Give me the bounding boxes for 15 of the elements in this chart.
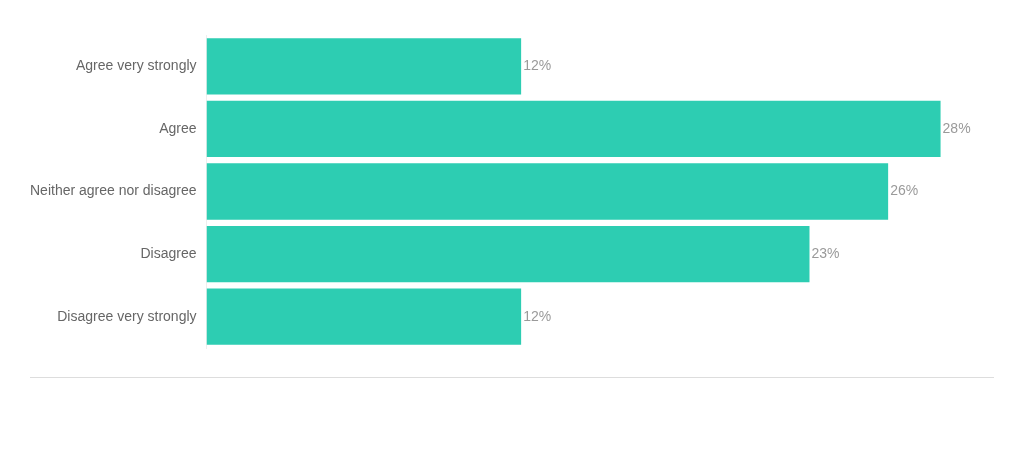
bar xyxy=(206,163,889,220)
bar xyxy=(206,100,941,158)
bar xyxy=(206,288,522,345)
y-tick-label: Agree xyxy=(159,119,197,136)
y-tick-label: Disagree xyxy=(140,244,197,261)
y-tick-label: Agree very strongly xyxy=(75,57,197,74)
data-label: 26% xyxy=(890,182,919,199)
data-label: 12% xyxy=(523,307,552,324)
data-label: 12% xyxy=(523,57,552,74)
data-label: 28% xyxy=(942,119,971,136)
data-label: 23% xyxy=(811,244,840,261)
y-tick-label: Disagree very strongly xyxy=(57,307,197,324)
bar xyxy=(206,38,522,95)
y-tick-label: Neither agree nor disagree xyxy=(30,182,197,199)
bar xyxy=(206,225,810,283)
